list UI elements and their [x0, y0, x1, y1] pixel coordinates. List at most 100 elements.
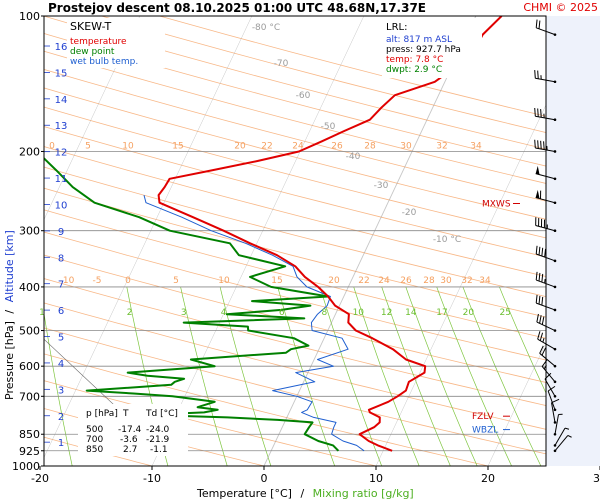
lrl-temp: temp: 7.8 °C — [386, 55, 443, 65]
wind-barb-staff — [535, 77, 556, 83]
adiabat-label: 24 — [292, 141, 304, 151]
wind-barb — [535, 294, 557, 312]
temp-tick-label: 0 — [261, 472, 268, 485]
dry-adiabat-line — [44, 146, 546, 277]
wind-barb-flag — [535, 245, 538, 255]
adiabat-label: 22 — [358, 276, 369, 286]
wind-barb-staff — [535, 225, 556, 232]
table-cell: 850 — [86, 445, 103, 455]
table-header-t: T — [122, 409, 129, 419]
wind-barb — [534, 139, 557, 153]
wind-barb — [537, 331, 557, 351]
wind-barb-flag — [543, 141, 545, 150]
wind-barb-flag — [538, 295, 541, 305]
wind-barb-station — [553, 259, 557, 263]
altitude-tick-label: 14 — [55, 95, 68, 106]
copyright: CHMI © 2025 — [523, 1, 598, 14]
lrl-dwpt: dwpt: 2.9 °C — [386, 65, 442, 75]
reference-line — [44, 338, 153, 442]
dry-adiabat-line — [44, 231, 546, 361]
mixing-ratio-label: 6 — [279, 308, 285, 318]
altitude-tick-label: 1 — [58, 438, 64, 449]
wind-barb — [541, 359, 557, 384]
dry-adiabat-line — [44, 126, 546, 258]
wind-barb-flag — [537, 108, 539, 117]
wind-barb-flag — [541, 296, 544, 306]
wind-barb-flag — [539, 332, 544, 341]
adiabat-label: 10 — [218, 276, 230, 286]
isotherm-line — [263, 16, 477, 466]
marker-label: MXWS — [482, 199, 511, 209]
isotherm-line — [151, 16, 365, 466]
wind-barb — [539, 345, 557, 368]
wind-barb — [551, 398, 560, 424]
wind-barb-station — [553, 444, 557, 447]
wind-barb-staff — [536, 321, 556, 331]
isotherm-label: -80 °C — [252, 23, 280, 33]
wetbulb-line — [143, 194, 365, 452]
wind-barb-station — [553, 201, 557, 205]
lrl-background — [382, 18, 482, 78]
adiabat-label: 34 — [479, 276, 491, 286]
lrl-alt: alt: 817 m ASL — [386, 35, 452, 45]
wind-barb-staff — [535, 147, 556, 152]
wind-barb — [544, 372, 557, 398]
wind-barb-station — [553, 364, 557, 368]
pressure-tick-label: 700 — [19, 390, 40, 403]
adiabat-label: 5 — [85, 141, 91, 151]
plot-background — [44, 16, 546, 466]
pressure-tick-label: 300 — [19, 225, 40, 238]
wind-barb-flag — [537, 140, 539, 149]
mixing-ratio-label: 12 — [381, 308, 392, 318]
wind-barb — [534, 70, 557, 84]
wind-barb-flag — [541, 347, 547, 356]
wind-barb-station — [553, 80, 557, 84]
wind-barb — [553, 434, 572, 453]
wind-barb-staff — [536, 253, 556, 262]
wind-barb-flag — [535, 271, 538, 281]
lrl-press: press: 927.7 hPa — [386, 45, 461, 55]
wind-barb-flag — [544, 248, 547, 258]
wind-barb-station — [553, 432, 557, 436]
altitude-tick-label: 15 — [55, 68, 68, 79]
legend-wetbulb: wet bulb temp. — [70, 57, 138, 67]
wind-barb-staff — [537, 338, 556, 350]
legend-temperature: temperature — [70, 37, 127, 47]
wind-barb-flag — [551, 398, 560, 404]
wind-barb-staff — [551, 402, 556, 423]
mixing-ratio-label: 17 — [436, 308, 447, 318]
wind-barb-flag — [547, 385, 556, 392]
adiabat-label: 20 — [328, 276, 340, 286]
altitude-tick-label: 3 — [58, 385, 64, 396]
wind-barb — [536, 313, 557, 332]
isotherm-line — [487, 342, 546, 466]
wind-barb-staff — [539, 352, 556, 367]
pressure-tick-label: 200 — [19, 145, 40, 158]
lrl-title: LRL: — [386, 22, 407, 33]
wind-barb-flag — [538, 272, 541, 282]
wind-barb-station — [553, 177, 557, 181]
wind-barb-flag — [534, 107, 536, 117]
adiabat-label: 0 — [49, 141, 55, 151]
isotherm-line — [375, 104, 546, 466]
wind-barb-flag — [541, 359, 548, 367]
wind-barb-flag — [541, 316, 545, 325]
isotherm-line — [44, 16, 141, 221]
svg-text:Pressure [hPa] / A: Pressure [hPa] / Altitude [km] — [3, 230, 16, 400]
wind-barb-pennant — [535, 189, 540, 199]
wind-barb — [535, 245, 557, 263]
adiabat-label: 26 — [331, 141, 343, 151]
mixing-ratio-label: 1 — [39, 308, 45, 318]
svg-text:Temperature [°C] /: Temperature [°C] / Mixing ratio [g/kg] — [196, 487, 414, 500]
altitude-tick-label: 7 — [58, 280, 64, 291]
dry-adiabat-line — [44, 87, 546, 220]
altitude-tick-label: 9 — [58, 227, 64, 238]
pressure-tick-label: 1000 — [12, 460, 40, 473]
wind-barb-flag — [539, 345, 544, 354]
wind-barb-staff — [547, 390, 556, 410]
data-table: p [hPa] T Td [°C] 500 -17.4 -24.0 700 -3… — [78, 404, 188, 456]
wind-barb-staff — [554, 427, 566, 446]
wind-barb-flag — [541, 273, 544, 283]
table-cell: -1.1 — [150, 445, 168, 455]
wind-barb-flag — [535, 19, 538, 28]
